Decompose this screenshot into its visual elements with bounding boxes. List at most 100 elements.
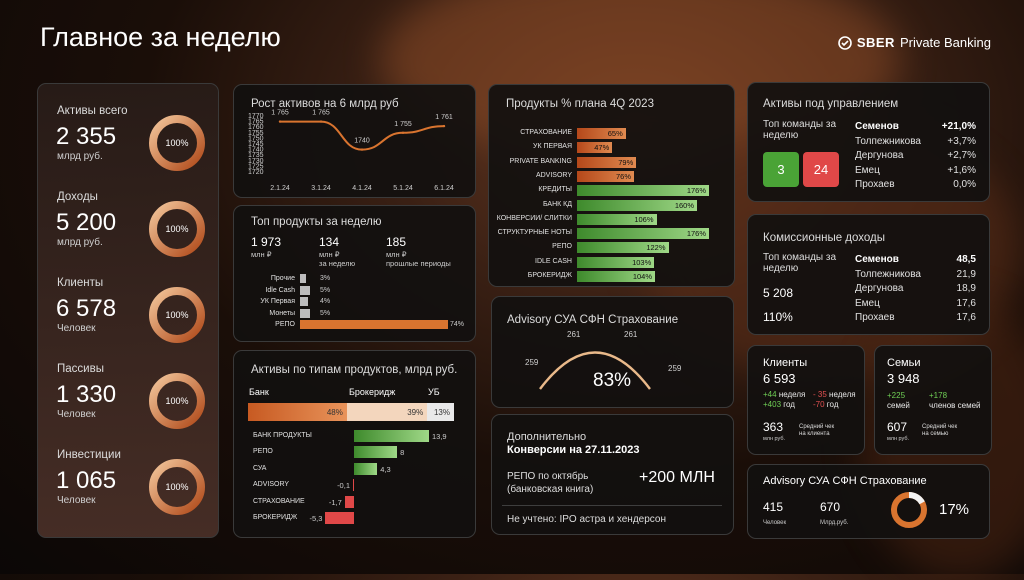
clients-check-unit: млн руб. [763,436,786,442]
kpi-value: 1 065 [56,467,117,494]
growth-value-label: 1 761 [435,114,453,121]
plan-row-bar [577,185,709,197]
families-check: 607 [887,420,908,434]
team-value: +21,0% [941,121,976,132]
plan-row-pct: 160% [674,200,694,210]
by-type-row-bar [344,495,354,508]
plan-row-pct: 103% [632,257,652,267]
families-panel [874,345,992,455]
growth-title: Рост активов на 6 млрд руб [251,98,399,110]
growth-value-label: 1 765 [312,110,330,117]
by-type-row-value: -5,3 [309,514,323,523]
tp-stat-label: млн ₽ за неделю [319,250,356,268]
stack-pct: 13% [433,408,450,417]
y-tick-label: 1745 [248,141,264,148]
advisory-left: 259 [525,358,539,367]
tp-stat-label: млн ₽ прошлые периоды [386,250,451,268]
extra-note: Не учтено: IPO астра и хендерсон [507,514,666,525]
team-name: Толпежникова [855,135,921,147]
tp-row-bar [300,320,448,329]
plan-row-bar [577,156,637,168]
advisory2-title: Advisory СУА СФН Страхование [763,475,927,487]
aum-title: Активы под управлением [763,98,899,110]
tp-row-pct: 5% [320,286,331,294]
plan-row-bar [577,271,655,282]
aum-red-badge: 24 [803,152,839,187]
by-type-row-label: СУА [253,464,267,472]
tp-row-label: Idle Cash [265,286,295,294]
team-name: Емец [855,297,880,309]
extra-repo-label: РЕПО по октябрь (банковская книга) [507,471,594,495]
advisory-top-left: 261 [567,330,581,339]
plan-row-pct: 76% [615,171,631,181]
families-check-unit: млн руб. [887,436,910,442]
aum-green-badge: 3 [763,152,799,187]
plan-row-label: ADVISORY [535,171,572,179]
tp-row-label: Прочие [270,275,295,282]
team-value: 21,9 [956,268,976,280]
kpi-ring-label: 100% [165,224,188,234]
kpi-ring: 100% [149,459,205,515]
plan-row-pct: 79% [618,157,634,167]
y-tick-label: 1740 [248,147,264,154]
y-tick-label: 1750 [248,135,264,142]
plan-row-label: КРЕДИТЫ [538,186,572,194]
kpi-ring: 100% [149,287,205,343]
kpi-ring-arc [149,373,205,429]
commission-panel [747,214,990,335]
by-type-row-label: ADVISORY [253,481,290,489]
extra-panel [491,414,734,535]
brand-logo: SBER Private Banking [838,35,991,50]
clients-panel [747,345,865,455]
y-tick-label: 1755 [248,130,264,137]
growth-point [401,131,405,134]
kpi-ring-arc [149,459,205,515]
by-type-panel [233,350,476,538]
growth-point [278,120,282,123]
plan-row-pct: 176% [686,229,706,239]
families-title: Семьи [887,357,921,369]
by-type-row-bar [354,430,429,442]
kpi-unit: Человек [57,323,96,334]
kpi-ring: 100% [149,201,205,257]
plan-row-pct: 176% [686,186,706,196]
stack-segment [427,403,454,421]
plan-row-label: КОНВЕРСИИ/ СЛИТКИ [496,214,572,222]
stack-segment [248,403,347,421]
team-value: +1,6% [947,164,976,176]
tp-stat-value: 185 [386,235,407,249]
aum-top-label: Топ команды за неделю [763,119,837,141]
logo-text: Private Banking [899,35,991,50]
page-title: Главное за неделю [40,22,281,52]
tp-row-pct: 74% [450,321,465,328]
kpi-label: Пассивы [57,363,104,375]
growth-line [280,120,445,151]
plan-row-label: БАНК КД [542,200,572,208]
team-name: Семенов [855,254,899,265]
kpi-unit: млрд руб. [57,237,103,248]
growth-panel [233,84,476,198]
plan-row-bar [577,242,669,254]
stack-label: УБ [428,387,440,397]
team-name: Емец [855,164,880,176]
advisory-center: 83% [593,370,632,391]
plan-row-label: IDLE CASH [535,257,572,265]
kpi-unit: Человек [57,495,96,506]
plan-row-pct: 104% [632,272,652,281]
by-type-row-label: СТРАХОВАНИЕ [253,497,305,505]
tp-row-pct: 5% [320,309,331,317]
by-type-row-value: 13,9 [432,432,447,441]
y-tick-label: 1735 [248,152,264,159]
tp-stat-value: 1 973 [251,235,282,249]
growth-point [319,120,323,123]
growth-value-label: 1740 [354,138,370,145]
by-type-row-value: -0,1 [337,481,350,491]
sber-logo-icon [838,35,852,50]
advisory2-v2: 670 [820,500,841,514]
x-tick-label: 5.1.24 [393,185,413,192]
team-value: 18,9 [956,283,976,294]
x-tick-label: 4.1.24 [352,185,372,192]
extra-subtitle: Конверсии на 27.11.2023 [507,444,640,456]
kpi-label: Доходы [57,191,98,203]
plan-row-bar [577,213,657,225]
